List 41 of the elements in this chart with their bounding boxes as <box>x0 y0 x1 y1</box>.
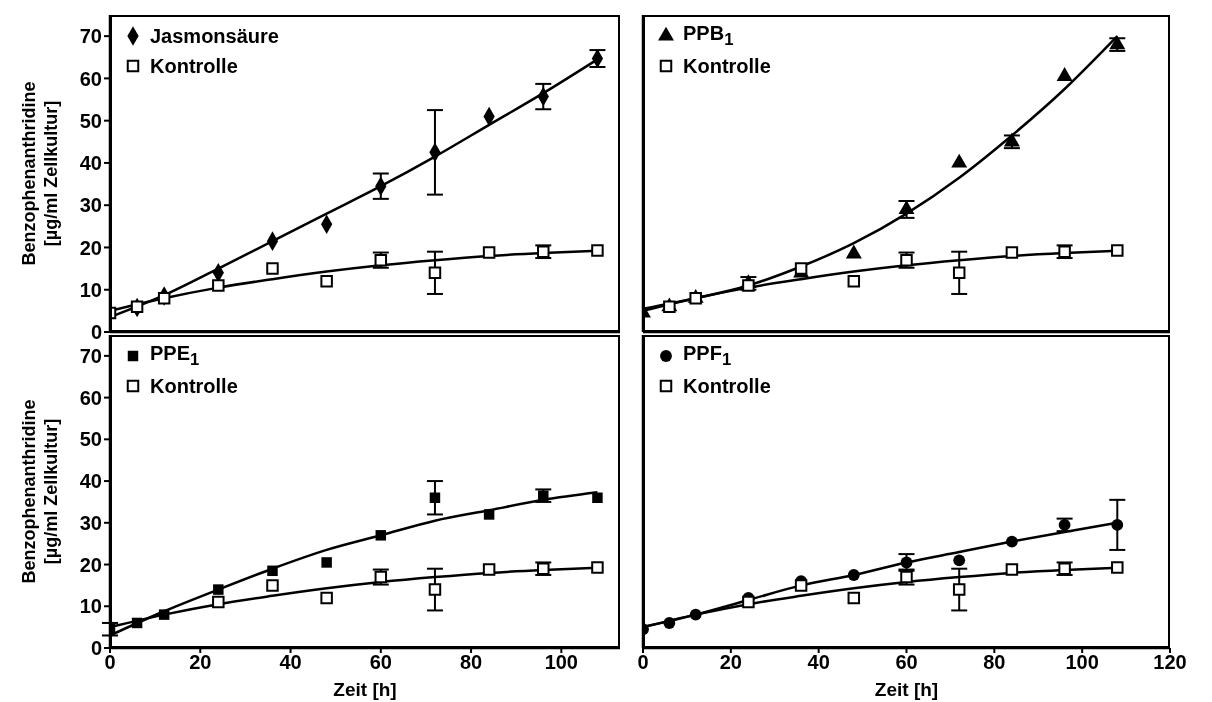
legend-label: Kontrolle <box>150 374 238 398</box>
legend-label: Kontrolle <box>683 374 771 398</box>
legend-label: PPB$_{1}$ <box>683 22 734 50</box>
y-tick-label: 70 <box>79 25 102 48</box>
x-tick-label: 120 <box>1153 651 1187 674</box>
x-tick-label: 0 <box>637 651 649 674</box>
legend-label: PPE$_{1}$ <box>150 342 200 370</box>
y-tick-label: 60 <box>79 386 102 409</box>
x-tick-label: 80 <box>459 651 483 674</box>
x-tick-label: 20 <box>189 651 212 674</box>
y-tick-label: 40 <box>79 152 102 175</box>
x-tick-label: 100 <box>544 651 579 674</box>
y-tick-label: 50 <box>79 428 102 451</box>
y-tick-label: 50 <box>79 109 102 132</box>
y-axis-title: Benzophenanthridine [µg/ml Zellkultur] <box>19 81 61 266</box>
y-tick-label: 70 <box>79 344 102 367</box>
x-axis-title: Zeit [h] <box>874 679 939 700</box>
y-tick-label: 30 <box>79 194 102 217</box>
legend-label: PPF$_{1}$ <box>683 342 732 370</box>
legend-label: Kontrolle <box>150 54 238 78</box>
x-tick-label: 100 <box>1065 651 1099 674</box>
x-tick-label: 20 <box>719 651 742 674</box>
legend-label: Jasmonsäure <box>150 24 279 48</box>
y-tick-label: 20 <box>79 553 102 576</box>
x-tick-label: 80 <box>983 651 1006 674</box>
y-tick-label: 30 <box>79 511 102 534</box>
x-tick-label: 0 <box>104 651 116 674</box>
y-tick-label: 10 <box>79 278 102 301</box>
x-axis-title: Zeit [h] <box>333 679 397 700</box>
y-tick-label: 60 <box>79 67 102 90</box>
x-tick-label: 60 <box>895 651 918 674</box>
x-tick-label: 40 <box>807 651 830 674</box>
y-axis-title: Benzophenanthridine [µg/ml Zellkultur] <box>19 399 61 584</box>
x-tick-label: 40 <box>279 651 302 674</box>
y-tick-label: 10 <box>79 595 102 618</box>
y-tick-label: 40 <box>79 470 102 493</box>
y-tick-label: 0 <box>90 637 102 660</box>
x-tick-label: 60 <box>369 651 392 674</box>
y-tick-label: 20 <box>79 236 102 259</box>
legend-label: Kontrolle <box>683 54 771 78</box>
y-tick-label: 0 <box>90 321 102 344</box>
